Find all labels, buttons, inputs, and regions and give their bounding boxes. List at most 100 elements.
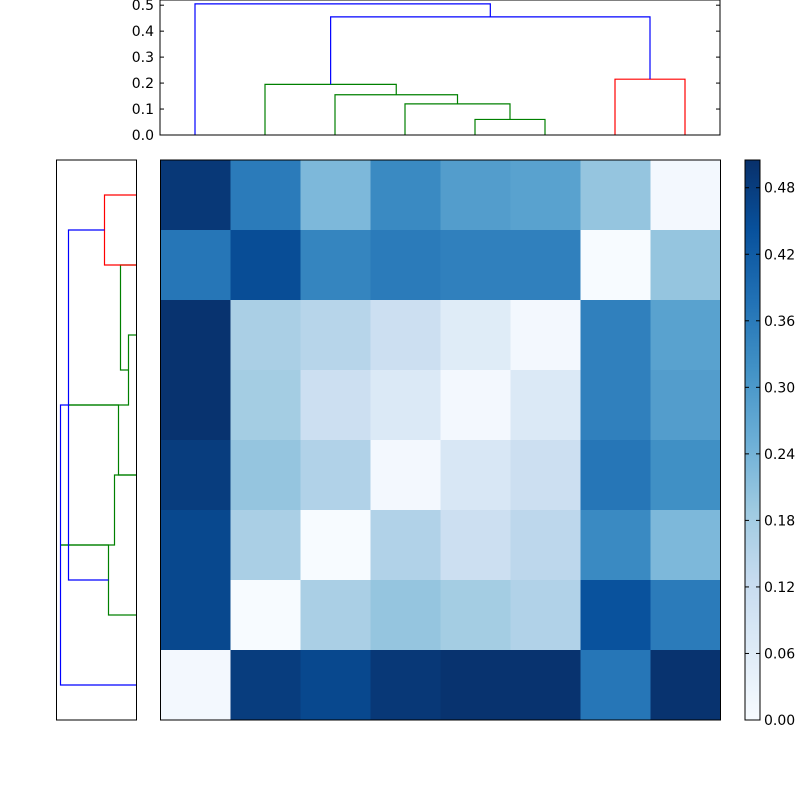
heatmap-cell-r2-c0 <box>160 300 231 371</box>
colorbar-tick-label-6: 0.36 <box>764 314 795 330</box>
heatmap-cell-r6-c5 <box>510 580 581 651</box>
left-dendrogram <box>56 159 137 721</box>
heatmap-cell-r1-c3 <box>370 230 441 301</box>
heatmap-cell-r2-c1 <box>230 300 301 371</box>
heatmap-cell-r1-c1 <box>230 230 301 301</box>
heatmap-cell-r2-c5 <box>510 300 581 371</box>
left-dendrogram-link-2 <box>68 404 137 476</box>
top-dendrogram-links <box>194 3 686 135</box>
heatmap-cell-r1-c7 <box>650 230 721 301</box>
heatmap-cell-r5-c7 <box>650 510 721 581</box>
left-dendrogram-link-3 <box>60 474 137 546</box>
heatmap-cell-r4-c6 <box>580 440 651 511</box>
heatmap-cell-r0-c1 <box>230 160 301 231</box>
colorbar-tick-label-3: 0.18 <box>764 513 795 529</box>
heatmap-cell-r3-c2 <box>300 370 371 441</box>
heatmap-cell-r4-c4 <box>440 440 511 511</box>
left-dendrogram-link-7 <box>59 404 137 686</box>
top-dendrogram-link-3 <box>264 83 397 135</box>
top-ytick-label-3: 0.3 <box>132 50 154 66</box>
heatmap-cell-r4-c1 <box>230 440 301 511</box>
top-dendrogram-link-2 <box>334 94 459 135</box>
top-ytick-label-2: 0.2 <box>132 76 154 92</box>
heatmap-cell-r5-c3 <box>370 510 441 581</box>
colorbar-tick-label-5: 0.30 <box>764 380 795 396</box>
heatmap-cell-r0-c7 <box>650 160 721 231</box>
heatmap-cell-r3-c6 <box>580 370 651 441</box>
top-ytick-label-1: 0.1 <box>132 102 154 118</box>
colorbar-tick-label-2: 0.12 <box>764 580 795 596</box>
heatmap-cell-r5-c0 <box>160 510 231 581</box>
heatmap-cell-r7-c5 <box>510 650 581 721</box>
heatmap-cell-r7-c4 <box>440 650 511 721</box>
heatmap-cell-r6-c4 <box>440 580 511 651</box>
heatmap-cell-r1-c5 <box>510 230 581 301</box>
heatmap-cell-r5-c6 <box>580 510 651 581</box>
colorbar-ticks: 0.00 0.06 0.12 0.18 0.24 0.30 0.36 0.42 0.48 <box>745 181 795 729</box>
top-dendrogram-link-0 <box>474 118 546 135</box>
heatmap-cell-r3-c5 <box>510 370 581 441</box>
top-dendrogram-link-6 <box>194 3 491 135</box>
heatmap-cell-r7-c0 <box>160 650 231 721</box>
heatmap-cell-r5-c2 <box>300 510 371 581</box>
heatmap-cell-r7-c2 <box>300 650 371 721</box>
colorbar-tick-label-1: 0.06 <box>764 646 795 662</box>
heatmap-cell-r0-c5 <box>510 160 581 231</box>
top-dendrogram-frame <box>159 0 721 136</box>
heatmap-cell-r2-c3 <box>370 300 441 371</box>
heatmap-cell-r2-c4 <box>440 300 511 371</box>
top-ytick-label-5: 0.5 <box>132 0 154 14</box>
heatmap-cell-r4-c7 <box>650 440 721 511</box>
heatmap-frame <box>160 159 721 721</box>
heatmap-cell-r1-c2 <box>300 230 371 301</box>
heatmap-cell-r3-c4 <box>440 370 511 441</box>
colorbar-tick-label-0: 0.00 <box>764 713 795 729</box>
heatmap-cell-r0-c3 <box>370 160 441 231</box>
top-ytick-label-4: 0.4 <box>132 24 154 40</box>
heatmap-cell-r2-c2 <box>300 300 371 371</box>
heatmap-cell-r6-c1 <box>230 580 301 651</box>
left-dendrogram-link-5 <box>103 194 137 266</box>
left-dendrogram-frame <box>56 159 137 721</box>
heatmap-cell-r4-c2 <box>300 440 371 511</box>
heatmap-cell-r5-c1 <box>230 510 301 581</box>
heatmap-cell-r4-c5 <box>510 440 581 511</box>
left-dendrogram-links <box>59 194 137 686</box>
heatmap-cell-r6-c3 <box>370 580 441 651</box>
top-dendrogram-link-5 <box>330 16 651 85</box>
heatmap-cell-r3-c1 <box>230 370 301 441</box>
heatmap <box>160 159 721 721</box>
heatmap-cell-r4-c0 <box>160 440 231 511</box>
heatmap-cell-r5-c5 <box>510 510 581 581</box>
heatmap-cell-r3-c3 <box>370 370 441 441</box>
heatmap-cell-r0-c6 <box>580 160 651 231</box>
heatmap-cell-r5-c4 <box>440 510 511 581</box>
colorbar-tick-label-4: 0.24 <box>764 447 795 463</box>
heatmap-cell-r7-c1 <box>230 650 301 721</box>
heatmap-cell-r3-c0 <box>160 370 231 441</box>
colorbar-tick-label-8: 0.48 <box>764 181 795 197</box>
heatmap-cell-r1-c6 <box>580 230 651 301</box>
heatmap-cell-r4-c3 <box>370 440 441 511</box>
heatmap-cell-r7-c3 <box>370 650 441 721</box>
heatmap-cell-r7-c6 <box>580 650 651 721</box>
colorbar-tick-label-7: 0.42 <box>764 247 795 263</box>
colorbar: 0.00 0.06 0.12 0.18 0.24 0.30 0.36 0.42 0.48 <box>744 159 795 729</box>
heatmap-cells <box>160 160 721 721</box>
top-dendrogram: 0.0 0.1 0.2 0.3 0.4 0.5 <box>132 0 721 144</box>
heatmap-cell-r6-c2 <box>300 580 371 651</box>
top-dendrogram-link-4 <box>614 78 686 135</box>
colorbar-frame <box>744 159 761 721</box>
heatmap-cell-r7-c7 <box>650 650 721 721</box>
colorbar-gradient <box>745 160 760 720</box>
heatmap-cell-r0-c0 <box>160 160 231 231</box>
heatmap-cell-r0-c4 <box>440 160 511 231</box>
heatmap-cell-r6-c7 <box>650 580 721 651</box>
heatmap-cell-r6-c6 <box>580 580 651 651</box>
heatmap-cell-r2-c7 <box>650 300 721 371</box>
top-ytick-label-0: 0.0 <box>132 128 154 144</box>
heatmap-cell-r1-c0 <box>160 230 231 301</box>
heatmap-cell-r3-c7 <box>650 370 721 441</box>
heatmap-cell-r2-c6 <box>580 300 651 371</box>
